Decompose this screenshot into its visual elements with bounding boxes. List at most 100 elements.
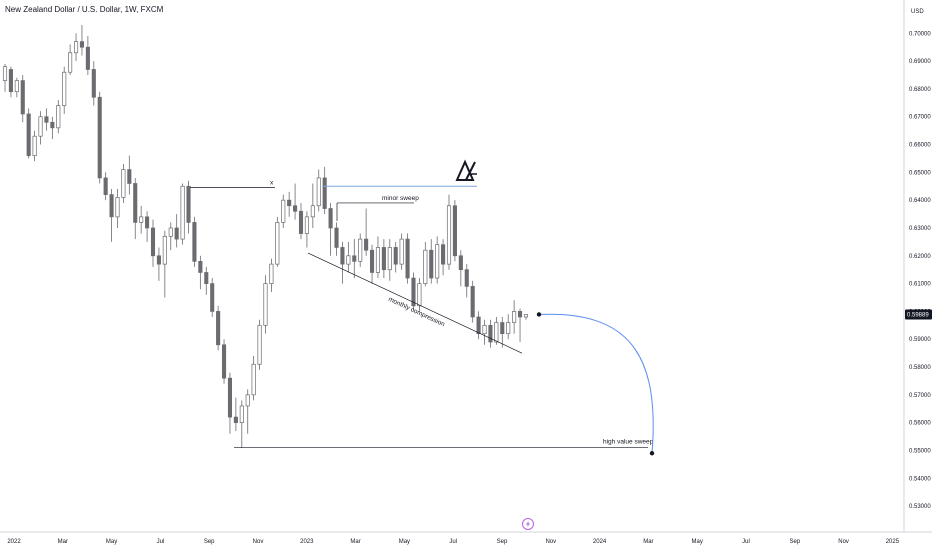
candle-body-down [97,96,102,179]
candle [346,241,351,273]
candle [97,91,102,184]
candle-body-up [482,324,487,335]
candle [32,130,37,162]
candle-body-down [233,416,238,424]
currency-label: USD [911,9,924,15]
high-value-sweep-label: high value sweep [603,439,654,446]
minor-sweep-label: minor sweep [382,195,419,202]
candle [304,211,309,248]
candle-body-down [405,238,410,279]
candle-body-up [162,235,167,265]
candle-body-down [476,316,481,335]
x-tick-label: 2024 [593,539,607,545]
candle-body-down [364,238,369,251]
candle-body-down [127,169,132,184]
candle-body-down [322,177,327,209]
candle-body-down [429,249,434,279]
y-tick-label: 0.69000 [909,59,931,65]
candle-body-up [375,247,381,273]
y-tick-label: 0.63000 [909,226,931,232]
candle-body-down [145,216,150,229]
candle [121,164,126,203]
y-tick-label: 0.61000 [909,282,931,288]
candle [127,155,132,195]
candle [115,189,120,228]
candle-body-down [44,116,49,123]
x-tick-label: Sep [497,539,508,545]
candle-body-down [198,261,203,273]
candle-body-up [68,52,73,73]
candle [8,66,13,98]
candle [73,33,79,62]
x-tick-label: Nov [253,539,264,545]
candle-body-down [109,194,114,218]
candle-body-up [506,322,511,335]
candle-body-down [352,255,357,262]
candle-body-up [310,205,315,218]
y-tick-label: 0.65000 [909,170,931,176]
candle [464,264,469,298]
candle [500,316,505,348]
candle [322,166,327,215]
candle [62,66,67,114]
candle-body-down [50,121,55,129]
candle [85,36,90,76]
x-tick-label: Jul [157,539,165,545]
candle [470,280,475,323]
y-tick-label: 0.59000 [909,337,931,343]
brand-logo-icon [455,159,477,181]
candle-body-up [121,169,126,198]
candle-body-down [192,222,197,262]
x-tick-label: Sep [789,539,800,545]
candle-body-down [381,247,386,271]
bolt-glyph [526,520,530,528]
candle [68,44,73,76]
candle [20,75,25,123]
candle [44,108,49,131]
candle [257,319,262,370]
chart-title: New Zealand Dollar / U.S. Dollar, 1W, FX… [5,5,164,14]
candle [387,239,392,281]
candle-body-up [281,199,286,223]
candle [109,189,114,242]
candle-body-up [512,311,517,323]
candle [174,214,179,248]
y-tick-label: 0.55000 [909,448,931,454]
candle-body-up [358,238,363,262]
candle [139,205,144,234]
candle-body-up [251,363,256,396]
candle [168,222,173,251]
candle [517,308,523,343]
candle-body-up [269,263,274,284]
candle [417,278,422,312]
candle [263,275,268,334]
candle-body-down [156,255,161,265]
candle [446,194,452,270]
projection-curve [538,313,654,454]
candle-body-down [221,344,227,379]
candle [233,397,238,432]
candle [352,239,357,279]
y-tick-label: 0.58000 [909,365,931,371]
candle [192,216,197,267]
candle [523,314,529,320]
candle-body-up [239,405,244,424]
x-tick-label: Mar [58,539,68,545]
candle [399,233,404,270]
candle [488,319,493,348]
candle-body-down [133,183,138,223]
x-level-label: x [270,180,274,187]
candle [405,233,410,284]
candle [458,250,463,287]
candle [435,236,440,284]
candle [198,255,203,290]
candle-body-up [387,247,392,271]
candle-body-up [168,227,173,237]
candle-body-up [32,135,37,157]
candle-body-down [287,199,292,207]
y-tick-label: 0.62000 [909,254,931,260]
candle-body-up [73,41,79,54]
candle-body-down [79,41,85,48]
candle [411,272,416,312]
